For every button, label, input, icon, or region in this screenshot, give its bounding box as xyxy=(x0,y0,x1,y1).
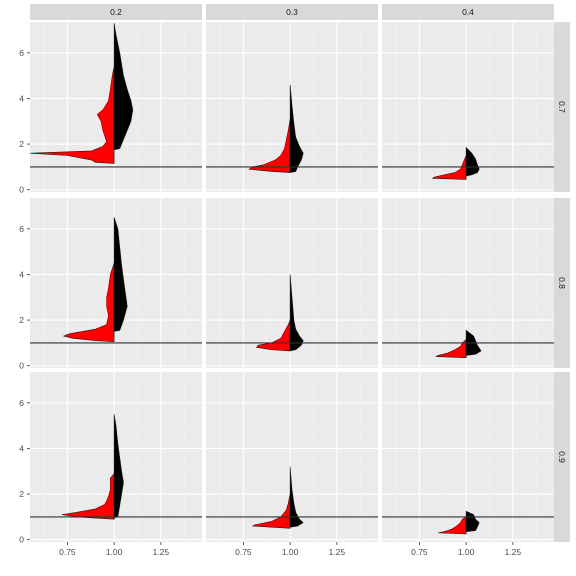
facet-panel xyxy=(30,198,202,368)
violin-left-half xyxy=(29,66,115,164)
y-tick-label: 0 xyxy=(19,361,24,371)
facet-row-strip: 0.8 xyxy=(554,198,570,368)
y-tick-label: 0 xyxy=(19,185,24,195)
y-tick-label: 4 xyxy=(19,443,24,453)
violin-left-half xyxy=(248,118,291,173)
violin-left-half xyxy=(435,338,467,359)
x-tick-label: 1.25 xyxy=(329,547,346,557)
x-tick-label: 1.00 xyxy=(106,547,123,557)
violin-right-half xyxy=(289,466,304,528)
y-tick-label: 2 xyxy=(19,489,24,499)
y-tick-label: 4 xyxy=(19,269,24,279)
facet-row-strip: 0.7 xyxy=(554,22,570,192)
facet-column-strip: 0.3 xyxy=(206,4,378,20)
y-tick-label: 2 xyxy=(19,315,24,325)
violin-right-half xyxy=(465,510,480,533)
facet-column-strip: 0.4 xyxy=(382,4,554,20)
x-tick-label: 1.00 xyxy=(282,547,299,557)
violin-left-half xyxy=(251,494,291,529)
violin-right-half xyxy=(289,84,304,173)
violin-right-half xyxy=(113,414,124,519)
facet-column-label: 0.3 xyxy=(286,7,298,17)
x-tick-label: 0.75 xyxy=(235,547,252,557)
violin-right-half xyxy=(113,217,128,332)
violin-left-half xyxy=(62,262,115,343)
x-tick-label: 1.00 xyxy=(458,547,475,557)
facet-row-label: 0.9 xyxy=(557,451,567,463)
x-tick-label: 0.75 xyxy=(59,547,76,557)
facet-panel xyxy=(206,22,378,192)
y-tick-label: 2 xyxy=(19,139,24,149)
violin-left-half xyxy=(438,516,467,535)
facet-panel xyxy=(382,22,554,192)
violin-left-half xyxy=(431,155,467,180)
facet-row-strip: 0.9 xyxy=(554,372,570,542)
facet-panel xyxy=(29,22,202,192)
facet-panel xyxy=(206,198,378,368)
y-tick-label: 6 xyxy=(19,48,24,58)
facet-panel xyxy=(382,198,554,368)
facet-column-label: 0.4 xyxy=(462,7,474,17)
x-tick-label: 1.25 xyxy=(505,547,522,557)
facet-row-label: 0.8 xyxy=(557,277,567,289)
violin-right-half xyxy=(465,146,480,177)
facet-panel xyxy=(206,372,378,542)
x-tick-label: 0.75 xyxy=(411,547,428,557)
y-tick-label: 0 xyxy=(19,535,24,545)
y-tick-label: 6 xyxy=(19,398,24,408)
violin-right-half xyxy=(113,23,134,151)
violin-right-half xyxy=(289,274,304,352)
facet-panel xyxy=(30,372,202,542)
y-tick-label: 6 xyxy=(19,224,24,234)
facet-panel xyxy=(382,372,554,542)
facet-row-label: 0.7 xyxy=(557,101,567,113)
facet-column-strip: 0.2 xyxy=(30,4,202,20)
facet-column-label: 0.2 xyxy=(110,7,122,17)
x-tick-label: 1.25 xyxy=(153,547,170,557)
y-tick-label: 4 xyxy=(19,93,24,103)
